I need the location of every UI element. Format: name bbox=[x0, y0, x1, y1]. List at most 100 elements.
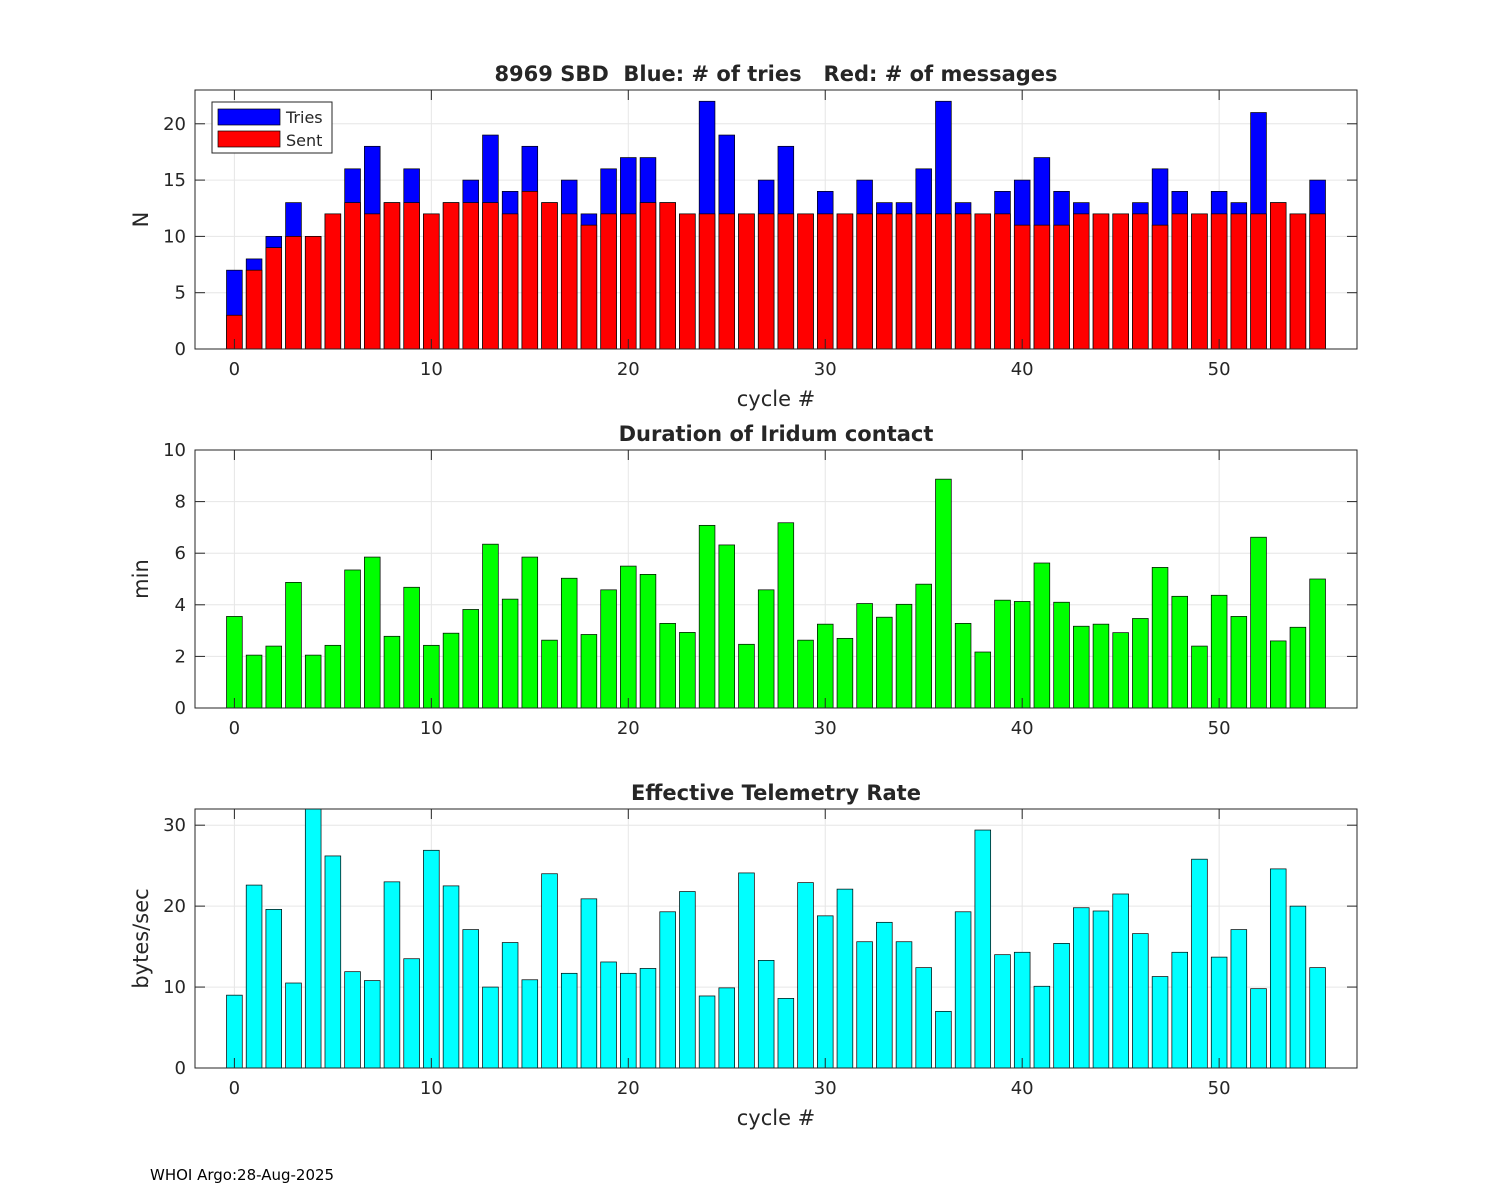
sent-bar bbox=[1132, 213, 1149, 350]
bar bbox=[1171, 951, 1188, 1069]
bar bbox=[364, 556, 381, 709]
bar bbox=[1269, 868, 1287, 1069]
bar bbox=[1013, 601, 1031, 709]
bar bbox=[1210, 594, 1228, 709]
bar bbox=[403, 586, 420, 709]
bar bbox=[836, 888, 854, 1069]
bar bbox=[1033, 985, 1051, 1069]
y-tick-label: 15 bbox=[163, 170, 186, 191]
bar bbox=[836, 637, 854, 709]
bar bbox=[915, 967, 932, 1069]
bar bbox=[1033, 562, 1051, 709]
duration-panel: 0 10 20 30 40 50 0 2 4 6 8 10 Duration of Iridum co… bbox=[129, 422, 1358, 739]
bar bbox=[285, 582, 302, 709]
sent-bar bbox=[580, 224, 598, 350]
bar bbox=[1289, 905, 1307, 1069]
bar bbox=[1112, 632, 1129, 709]
bar bbox=[383, 635, 401, 709]
bar bbox=[344, 971, 361, 1069]
bar bbox=[1053, 943, 1070, 1069]
sent-bar bbox=[895, 213, 913, 350]
bar bbox=[265, 645, 283, 709]
sent-bar bbox=[1309, 213, 1326, 350]
bar bbox=[974, 829, 992, 1069]
bar bbox=[856, 603, 873, 709]
bar bbox=[501, 942, 519, 1069]
sent-bar bbox=[777, 213, 795, 350]
bar bbox=[738, 872, 755, 1069]
bar bbox=[245, 654, 263, 709]
bar bbox=[817, 915, 834, 1069]
x-tick-label: 10 bbox=[420, 359, 443, 380]
sent-bar bbox=[285, 236, 302, 350]
bar bbox=[600, 961, 617, 1069]
bar bbox=[1309, 967, 1326, 1069]
legend-label-sent: Sent bbox=[286, 131, 322, 150]
x-tick-label: 30 bbox=[814, 718, 837, 739]
y-tick-label: 8 bbox=[175, 492, 186, 513]
bar bbox=[935, 1010, 952, 1069]
y-tick-label: 20 bbox=[163, 114, 186, 135]
bar bbox=[1112, 893, 1129, 1069]
bar bbox=[1289, 626, 1307, 709]
sent-bar bbox=[1151, 224, 1169, 350]
bar bbox=[639, 574, 657, 709]
sent-bar bbox=[482, 202, 499, 350]
bar bbox=[777, 998, 795, 1069]
bar bbox=[1210, 956, 1228, 1069]
bar bbox=[423, 849, 440, 1069]
bar bbox=[1230, 929, 1248, 1069]
bar bbox=[876, 616, 893, 709]
chart-title: Duration of Iridum contact bbox=[619, 422, 934, 446]
sent-bar bbox=[1210, 213, 1228, 350]
sent-bar bbox=[915, 213, 932, 350]
legend: Tries Sent bbox=[211, 101, 333, 154]
bar bbox=[797, 639, 814, 709]
sent-bar bbox=[718, 213, 735, 350]
x-tick-label: 30 bbox=[814, 1078, 837, 1099]
legend-label-tries: Tries bbox=[285, 108, 323, 127]
footer-credit: WHOI Argo:28-Aug-2025 bbox=[150, 1166, 335, 1184]
bar bbox=[1132, 933, 1149, 1069]
chart-title: Effective Telemetry Rate bbox=[631, 781, 921, 805]
bar bbox=[541, 873, 558, 1069]
bar bbox=[954, 911, 972, 1069]
bar bbox=[245, 884, 263, 1069]
bar bbox=[817, 623, 834, 709]
bar bbox=[620, 972, 637, 1069]
sent-bar bbox=[738, 213, 755, 350]
axes-frame bbox=[194, 89, 1358, 350]
sent-bar bbox=[797, 213, 814, 350]
bar bbox=[994, 599, 1011, 709]
bar bbox=[1132, 618, 1149, 709]
y-tick-label: 20 bbox=[163, 896, 186, 917]
chart-title: 8969 SBD Blue: # of tries Red: # of mess… bbox=[494, 62, 1057, 86]
x-tick-label: 0 bbox=[229, 1078, 240, 1099]
bar bbox=[521, 979, 539, 1069]
y-tick-label: 30 bbox=[163, 815, 186, 836]
bar bbox=[1191, 858, 1208, 1069]
sent-bar bbox=[344, 202, 361, 350]
bar bbox=[1250, 988, 1267, 1069]
sent-bar bbox=[679, 213, 696, 350]
x-tick-label: 40 bbox=[1011, 359, 1034, 380]
sent-bar bbox=[1289, 213, 1307, 350]
y-tick-label: 10 bbox=[163, 977, 186, 998]
x-tick-label: 20 bbox=[617, 359, 640, 380]
sent-bar bbox=[1230, 213, 1248, 350]
bar bbox=[226, 616, 243, 709]
bar bbox=[324, 644, 342, 709]
bar bbox=[1191, 645, 1208, 709]
bar bbox=[718, 544, 735, 709]
bar-series bbox=[226, 808, 1326, 1069]
y-tick-label: 10 bbox=[163, 440, 186, 461]
bar bbox=[974, 651, 992, 709]
bar bbox=[265, 909, 283, 1069]
sent-bar bbox=[423, 213, 440, 350]
sent-bar bbox=[876, 213, 893, 350]
sent-bar bbox=[364, 213, 381, 350]
sent-bar bbox=[403, 202, 420, 350]
x-tick-label: 30 bbox=[814, 359, 837, 380]
sent-bar bbox=[856, 213, 873, 350]
x-tick-label: 0 bbox=[229, 359, 240, 380]
